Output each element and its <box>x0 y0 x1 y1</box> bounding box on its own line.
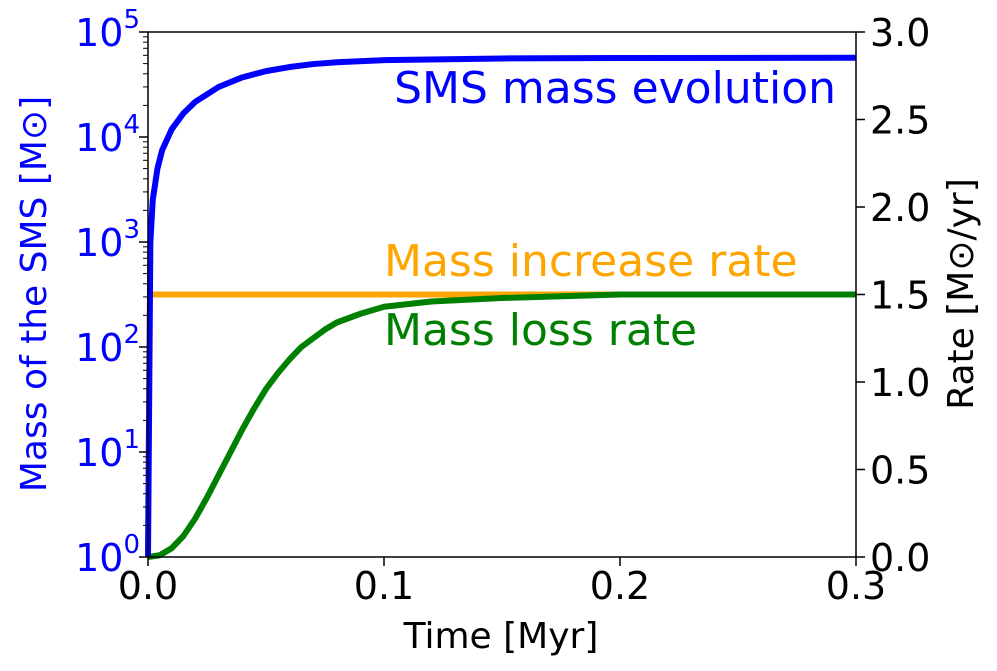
right-y-tick-label: 0.0 <box>870 536 930 580</box>
right-y-tick-label: 1.0 <box>870 361 930 405</box>
right-y-tick-label: 2.0 <box>870 186 930 230</box>
right-y-tick-label: 2.5 <box>870 99 930 143</box>
series-line-mass-loss-rate <box>147 291 856 560</box>
annotation-mass-loss-rate: Mass loss rate <box>384 305 697 356</box>
right-y-tick-label: 0.5 <box>870 449 930 493</box>
left-y-tick-label: 104 <box>75 110 140 160</box>
left-y-axis-title: Mass of the SMS [M⊙] <box>14 96 55 492</box>
right-y-tick-label: 1.5 <box>870 274 930 318</box>
right-y-tick-label: 3.0 <box>870 11 930 55</box>
annotation-mass-increase-rate: Mass increase rate <box>384 236 798 287</box>
x-tick-label: 0.3 <box>826 564 886 608</box>
annotation-sms-mass-evolution: SMS mass evolution <box>394 63 836 114</box>
left-y-tick-label: 103 <box>75 215 140 265</box>
x-tick-label: 0.0 <box>118 564 178 608</box>
left-y-tick-label: 101 <box>75 425 140 475</box>
x-tick-label: 0.2 <box>590 564 650 608</box>
series-line-sms-mass-evolution <box>145 54 857 558</box>
left-y-tick-label: 100 <box>75 530 140 580</box>
x-tick-label: 0.1 <box>354 564 414 608</box>
x-axis-title: Time [Myr] <box>403 616 599 657</box>
left-y-tick-label: 105 <box>75 5 140 55</box>
left-y-tick-label: 102 <box>75 320 140 370</box>
right-y-axis-title: Rate [M⊙/yr] <box>941 178 982 410</box>
